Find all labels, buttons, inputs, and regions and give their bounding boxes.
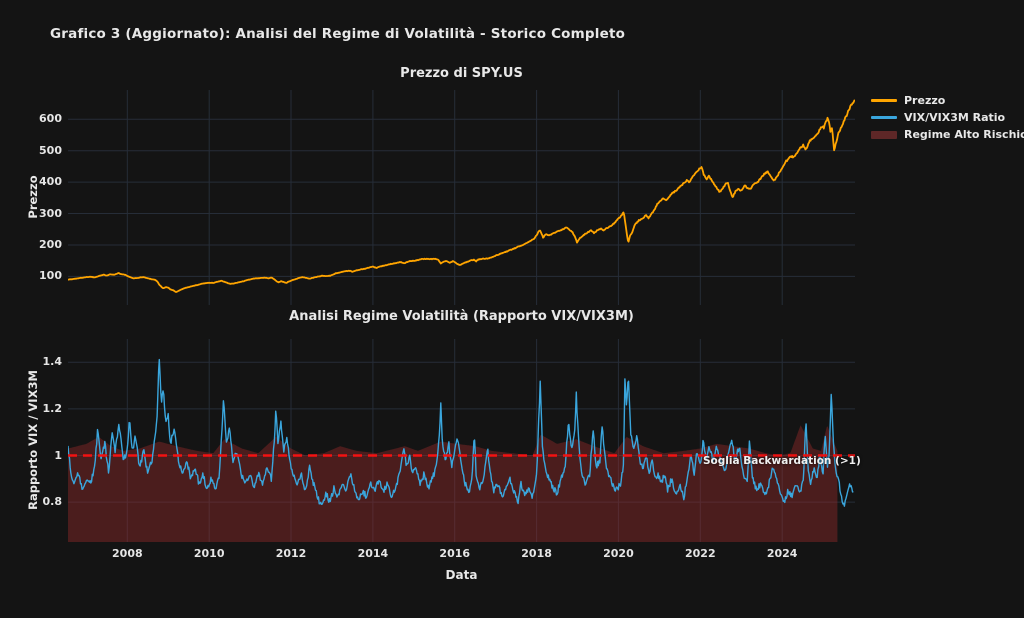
ratio-line-swatch-icon [871,116,897,119]
x-tick-label: 2014 [357,547,389,560]
y-tick-label: 400 [39,175,62,189]
x-tick-label: 2010 [193,547,225,560]
regime-high-risk-fill [68,425,838,542]
x-tick-label: 2018 [521,547,552,560]
bottom-chart-ylabel: Rapporto VIX / VIX3M [26,370,40,510]
legend-item-regime: Regime Alto Rischio [871,128,1024,141]
legend-label: VIX/VIX3M Ratio [904,111,1006,124]
y-tick-label: 100 [39,269,62,283]
y-tick-label: 500 [39,143,62,157]
price-line-swatch-icon [871,99,897,102]
top-chart-title: Prezzo di SPY.US [400,66,523,81]
y-tick-label: 1 [54,448,62,462]
y-tick-label: 1.2 [42,401,63,415]
y-tick-label: 600 [39,112,62,126]
legend-label: Regime Alto Rischio [904,128,1024,141]
x-tick-label: 2020 [603,547,634,560]
x-tick-label: 2012 [275,547,307,560]
regime-patch-swatch-icon [871,130,897,139]
legend-item-prezzo: Prezzo [871,94,1024,107]
ratio-line [68,358,854,507]
legend-item-ratio: VIX/VIX3M Ratio [871,111,1024,124]
y-tick-label: 300 [39,206,62,220]
y-tick-label: 1.4 [42,355,63,369]
x-tick-label: 2022 [684,547,716,560]
legend: Prezzo VIX/VIX3M Ratio Regime Alto Risch… [871,94,1024,141]
x-tick-label: 2016 [439,547,471,560]
x-axis-label: Data [445,568,478,582]
figure-title: Grafico 3 (Aggiornato): Analisi del Regi… [50,26,626,42]
x-tick-label: 2008 [112,547,143,560]
y-tick-label: 200 [39,237,62,251]
x-tick-label: 2024 [766,547,798,560]
bottom-chart-title: Analisi Regime Volatilità (Rapporto VIX/… [289,309,634,324]
price-line [68,99,855,293]
legend-label: Prezzo [904,94,946,107]
y-tick-label: 0.8 [42,495,63,509]
threshold-annotation: Soglia Backwardation (>1) [703,455,861,467]
